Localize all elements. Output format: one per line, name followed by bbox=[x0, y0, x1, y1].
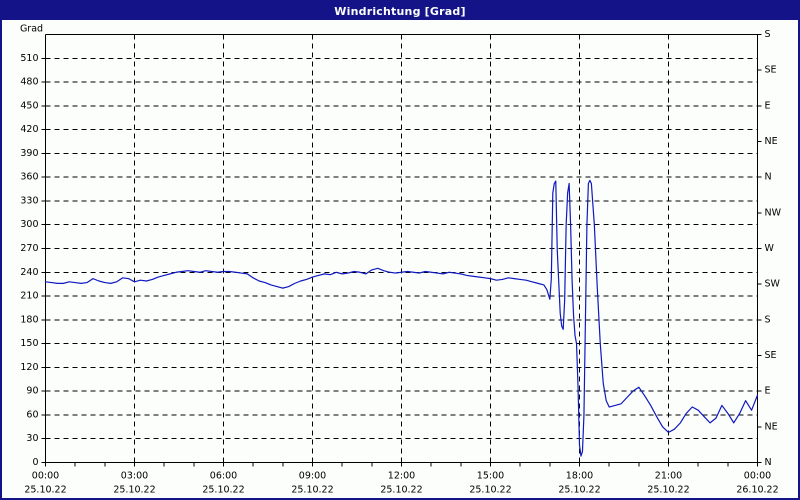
x-tick-date-label: 25.10.22 bbox=[202, 485, 244, 496]
x-tick-time-label: 00:00 bbox=[744, 471, 771, 482]
y-tick-label: 420 bbox=[20, 124, 38, 135]
y-tick-label: 0 bbox=[32, 457, 38, 468]
x-tick-date-label: 25.10.22 bbox=[380, 485, 422, 496]
compass-tick-label: N bbox=[765, 172, 772, 183]
compass-tick-label: SE bbox=[765, 65, 777, 76]
horizontal-gridlines bbox=[45, 57, 758, 440]
y-tick-label: 270 bbox=[20, 243, 38, 254]
compass-tick-label: SW bbox=[765, 279, 781, 290]
compass-tick-label: NW bbox=[765, 207, 782, 218]
axis-ticks bbox=[41, 34, 762, 467]
x-tick-date-label: 25.10.22 bbox=[113, 485, 155, 496]
y-tick-label: 90 bbox=[26, 386, 38, 397]
y-tick-label: 510 bbox=[20, 53, 38, 64]
window-title-bar: Windrichtung [Grad] bbox=[2, 2, 798, 20]
compass-tick-label: NE bbox=[765, 136, 778, 147]
x-tick-time-label: 12:00 bbox=[388, 471, 415, 482]
compass-tick-label: W bbox=[765, 243, 775, 254]
y-tick-label: 60 bbox=[26, 409, 38, 420]
y-axis-unit-label: Grad bbox=[20, 24, 43, 35]
chart-plot-area: 0 30 60 90 120 150 180 210 240 270 300 330 360 390 420… bbox=[2, 20, 798, 498]
x-tick-time-label: 00:00 bbox=[32, 471, 59, 482]
wind-direction-series bbox=[44, 179, 759, 457]
x-tick-date-label: 25.10.22 bbox=[291, 485, 333, 496]
x-tick-time-label: 15:00 bbox=[477, 471, 504, 482]
x-tick-time-label: 06:00 bbox=[210, 471, 237, 482]
x-tick-date-label: 25.10.22 bbox=[647, 485, 689, 496]
x-tick-time-label: 21:00 bbox=[655, 471, 682, 482]
y-tick-label: 360 bbox=[20, 172, 38, 183]
compass-tick-label: NE bbox=[765, 421, 778, 432]
x-tick-date-label: 25.10.22 bbox=[558, 485, 600, 496]
plot-frame bbox=[45, 34, 758, 463]
y-axis-labels: 0 30 60 90 120 150 180 210 240 270 300 330 360 390 420… bbox=[20, 53, 38, 468]
y-tick-label: 480 bbox=[20, 77, 38, 88]
x-tick-date-label: 26.10.22 bbox=[736, 485, 778, 496]
compass-tick-label: S bbox=[765, 314, 771, 325]
x-tick-time-label: 09:00 bbox=[299, 471, 326, 482]
window-title: Windrichtung [Grad] bbox=[334, 4, 466, 18]
secondary-axis-labels: N NE E SE S SW W NW N NE E SE S bbox=[765, 29, 782, 468]
y-tick-label: 180 bbox=[20, 314, 38, 325]
x-tick-date-label: 25.10.22 bbox=[469, 485, 511, 496]
compass-tick-label: E bbox=[765, 386, 771, 397]
compass-tick-label: E bbox=[765, 100, 771, 111]
x-tick-time-label: 03:00 bbox=[121, 471, 148, 482]
compass-tick-label: SE bbox=[765, 350, 777, 361]
y-tick-label: 450 bbox=[20, 100, 38, 111]
y-tick-label: 240 bbox=[20, 267, 38, 278]
y-tick-label: 120 bbox=[20, 362, 38, 373]
x-tick-date-label: 25.10.22 bbox=[24, 485, 66, 496]
x-tick-time-label: 18:00 bbox=[566, 471, 593, 482]
y-tick-label: 300 bbox=[20, 219, 38, 230]
x-axis-labels: 00:00 25.10.22 03:00 25.10.22 06:00 25.10.22 0… bbox=[24, 471, 778, 496]
y-tick-label: 150 bbox=[20, 338, 38, 349]
compass-tick-label: S bbox=[765, 29, 771, 40]
wind-direction-chart: 0 30 60 90 120 150 180 210 240 270 300 330 360 390 420… bbox=[20, 24, 782, 496]
y-tick-label: 390 bbox=[20, 148, 38, 159]
y-tick-label: 210 bbox=[20, 291, 38, 302]
y-tick-label: 30 bbox=[26, 433, 38, 444]
compass-tick-label: N bbox=[765, 457, 772, 468]
y-tick-label: 330 bbox=[20, 195, 38, 206]
